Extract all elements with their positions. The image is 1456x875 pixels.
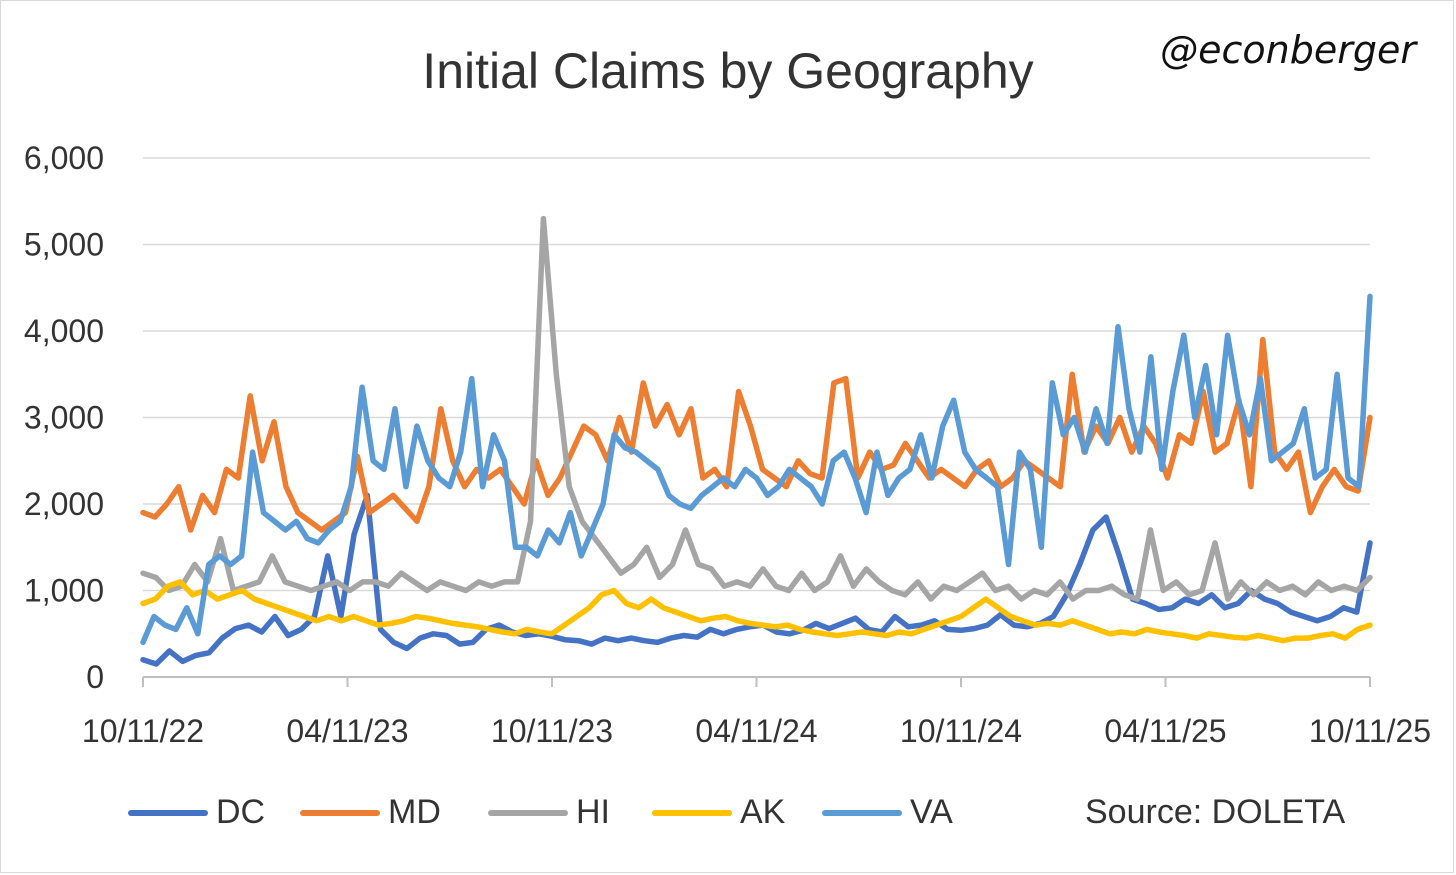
x-tick-label: 10/11/24: [900, 713, 1022, 749]
x-tick-label: 04/11/25: [1104, 713, 1226, 749]
y-tick-label: 3,000: [24, 400, 104, 436]
legend-swatch: [128, 809, 208, 816]
legend-swatch: [300, 809, 380, 816]
legend-label: VA: [910, 793, 953, 831]
series-line-hi: [140, 215, 1373, 602]
legend-label: DC: [216, 793, 266, 831]
legend-label: MD: [388, 793, 441, 831]
x-tick-label: 10/11/23: [491, 713, 613, 749]
y-tick-label: 1,000: [24, 573, 104, 609]
x-axis: 10/11/22 04/11/23 10/11/23 04/11/24 10/11/24…: [82, 676, 1431, 749]
y-tick-label: 6,000: [24, 140, 104, 176]
series-lines: [140, 215, 1373, 667]
y-tick-label: 0: [86, 659, 104, 695]
x-tick-label: 04/11/23: [286, 713, 408, 749]
x-tick-label: 10/11/22: [82, 713, 204, 749]
legend-item-ak: AK: [652, 793, 785, 832]
legend-swatch: [822, 809, 902, 816]
y-tick-label: 5,000: [24, 227, 104, 263]
legend-label: HI: [576, 793, 610, 831]
legend-item-dc: DC: [128, 793, 265, 832]
y-tick-label: 4,000: [24, 313, 104, 349]
series-line-va: [140, 293, 1373, 646]
series-line-ak: [140, 579, 1373, 644]
legend-swatch: [488, 809, 568, 816]
x-tick-label: 10/11/25: [1309, 713, 1431, 749]
legend-item-va: VA: [822, 793, 953, 832]
legend-item-md: MD: [300, 793, 441, 832]
legend-item-hi: HI: [488, 793, 610, 832]
source-note: Source: DOLETA: [1085, 793, 1346, 831]
author-handle: @econberger: [1160, 28, 1416, 72]
y-tick-label: 2,000: [24, 486, 104, 522]
legend-label: AK: [740, 793, 786, 831]
chart-title: Initial Claims by Geography: [422, 43, 1034, 99]
legend-swatch: [652, 809, 732, 816]
y-axis-ticks: 0 1,000 2,000 3,000 4,000 5,000 6,000: [24, 140, 104, 695]
x-tick-label: 04/11/24: [695, 713, 817, 749]
